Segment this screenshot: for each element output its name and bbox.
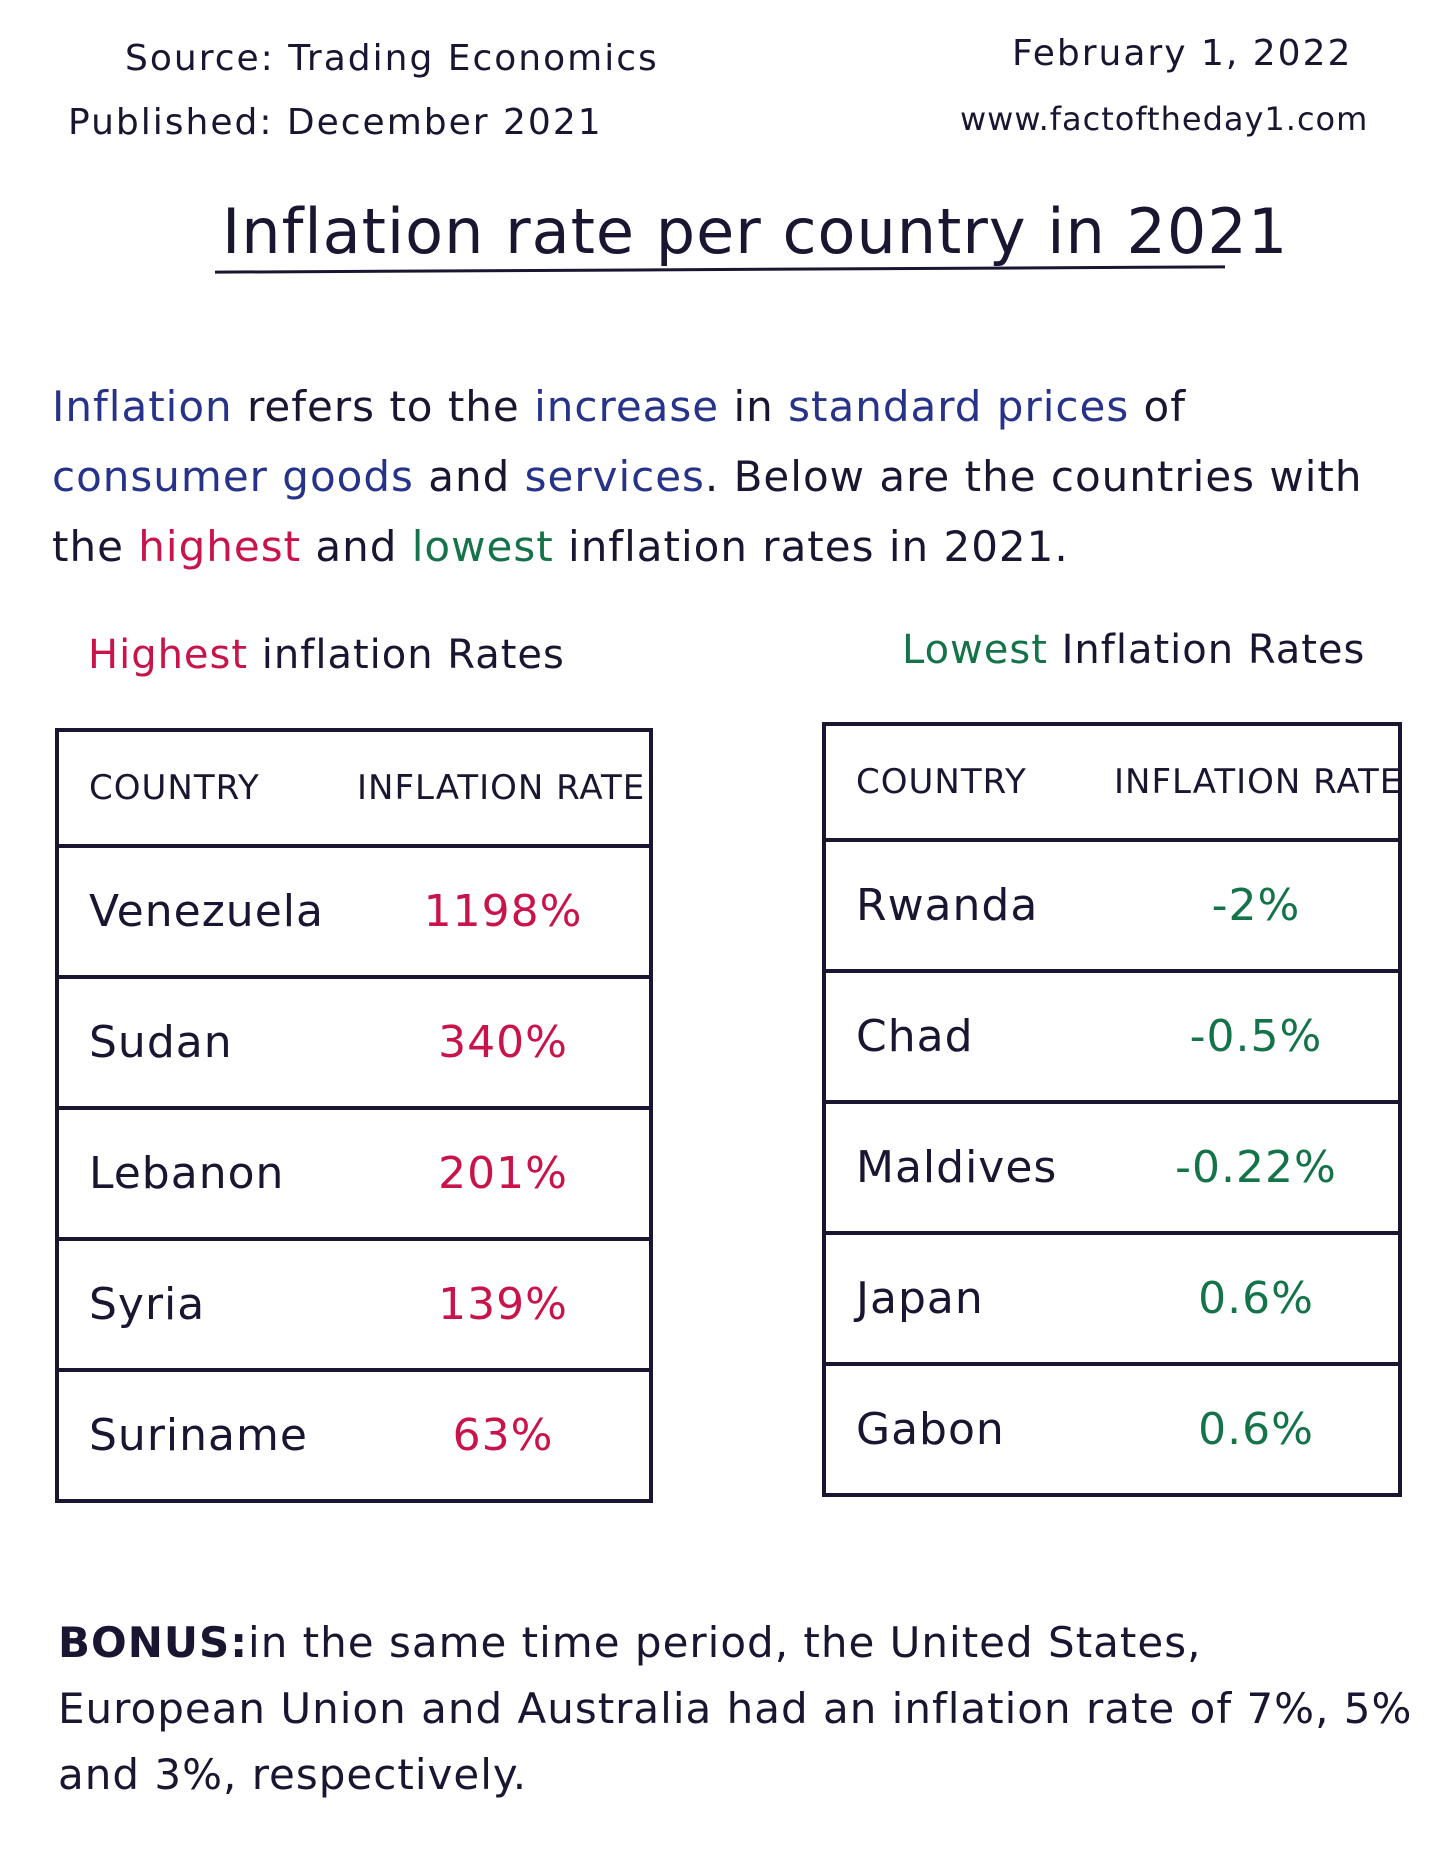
highest-inflation-table: COUNTRY INFLATION RATE Venezuela 1198% Su… bbox=[55, 728, 653, 1503]
column-header-country: COUNTRY bbox=[824, 722, 1114, 840]
country-cell: Syria bbox=[57, 1237, 357, 1370]
table-row: Lebanon 201% bbox=[57, 1106, 651, 1239]
rate-cell: 0.6% bbox=[1114, 1362, 1400, 1495]
country-cell: Suriname bbox=[57, 1368, 357, 1501]
highest-label-rest: inflation Rates bbox=[248, 632, 565, 678]
lowest-inflation-table: COUNTRY INFLATION RATE Rwanda -2% Chad -0.… bbox=[822, 722, 1402, 1497]
column-header-country: COUNTRY bbox=[57, 728, 357, 846]
intro-text: of bbox=[1129, 382, 1187, 431]
table-header-row: COUNTRY INFLATION RATE bbox=[57, 728, 651, 846]
intro-text: inflation rates in 2021. bbox=[553, 522, 1069, 571]
bonus-label: BONUS: bbox=[58, 1618, 249, 1667]
intro-word-lowest: lowest bbox=[411, 522, 554, 571]
country-cell: Rwanda bbox=[824, 838, 1114, 971]
rate-cell: 0.6% bbox=[1114, 1231, 1400, 1364]
intro-word-inflation: Inflation bbox=[52, 382, 233, 431]
table-row: Sudan 340% bbox=[57, 975, 651, 1108]
intro-word-standard-prices: standard prices bbox=[788, 382, 1130, 431]
rate-cell: -2% bbox=[1114, 838, 1400, 971]
date-text: February 1, 2022 bbox=[1012, 33, 1353, 74]
table-row: Suriname 63% bbox=[57, 1368, 651, 1501]
intro-word-services: services bbox=[524, 452, 705, 501]
country-cell: Sudan bbox=[57, 975, 357, 1108]
bonus-text: in the same time period, the United Stat… bbox=[58, 1618, 1413, 1799]
table-row: Japan 0.6% bbox=[824, 1231, 1400, 1364]
intro-text: in bbox=[719, 382, 789, 431]
table-row: Maldives -0.22% bbox=[824, 1100, 1400, 1233]
bonus-paragraph: BONUS:in the same time period, the Unite… bbox=[58, 1610, 1418, 1808]
highest-section-label: Highest inflation Rates bbox=[88, 632, 565, 678]
country-cell: Venezuela bbox=[57, 844, 357, 977]
intro-text: . Below are the countries with the bbox=[52, 452, 1363, 571]
country-cell: Chad bbox=[824, 969, 1114, 1102]
country-cell: Lebanon bbox=[57, 1106, 357, 1239]
highest-label-colored: Highest bbox=[88, 632, 249, 678]
intro-paragraph: Inflation refers to the increase in stan… bbox=[52, 372, 1412, 582]
country-cell: Gabon bbox=[824, 1362, 1114, 1495]
rate-cell: 201% bbox=[357, 1106, 651, 1239]
column-header-inflation-rate: INFLATION RATE bbox=[1114, 722, 1401, 840]
column-header-inflation-rate: INFLATION RATE bbox=[357, 728, 651, 846]
table-row: Gabon 0.6% bbox=[824, 1362, 1400, 1495]
page-title: Inflation rate per country in 2021 bbox=[222, 195, 1289, 268]
table-row: Venezuela 1198% bbox=[57, 844, 651, 977]
rate-cell: 340% bbox=[357, 975, 651, 1108]
intro-word-consumer-goods: consumer goods bbox=[52, 452, 414, 501]
source-text: Source: Trading Economics bbox=[125, 38, 659, 79]
rate-cell: -0.22% bbox=[1114, 1100, 1400, 1233]
table-row: Syria 139% bbox=[57, 1237, 651, 1370]
rate-cell: 1198% bbox=[357, 844, 651, 977]
intro-text: refers to the bbox=[232, 382, 535, 431]
table-header-row: COUNTRY INFLATION RATE bbox=[824, 722, 1401, 840]
lowest-section-label: Lowest Inflation Rates bbox=[902, 627, 1365, 673]
published-text: Published: December 2021 bbox=[68, 102, 603, 143]
intro-text: and bbox=[301, 522, 412, 571]
intro-word-highest: highest bbox=[138, 522, 302, 571]
website-text: www.factoftheday1.com bbox=[960, 100, 1369, 138]
rate-cell: 63% bbox=[357, 1368, 651, 1501]
rate-cell: 139% bbox=[357, 1237, 651, 1370]
country-cell: Maldives bbox=[824, 1100, 1114, 1233]
rate-cell: -0.5% bbox=[1114, 969, 1400, 1102]
country-cell: Japan bbox=[824, 1231, 1114, 1364]
table-row: Rwanda -2% bbox=[824, 838, 1400, 971]
intro-text: and bbox=[413, 452, 525, 501]
lowest-label-colored: Lowest bbox=[902, 627, 1048, 673]
lowest-label-rest: Inflation Rates bbox=[1047, 627, 1366, 673]
table-row: Chad -0.5% bbox=[824, 969, 1400, 1102]
intro-word-increase: increase bbox=[534, 382, 720, 431]
